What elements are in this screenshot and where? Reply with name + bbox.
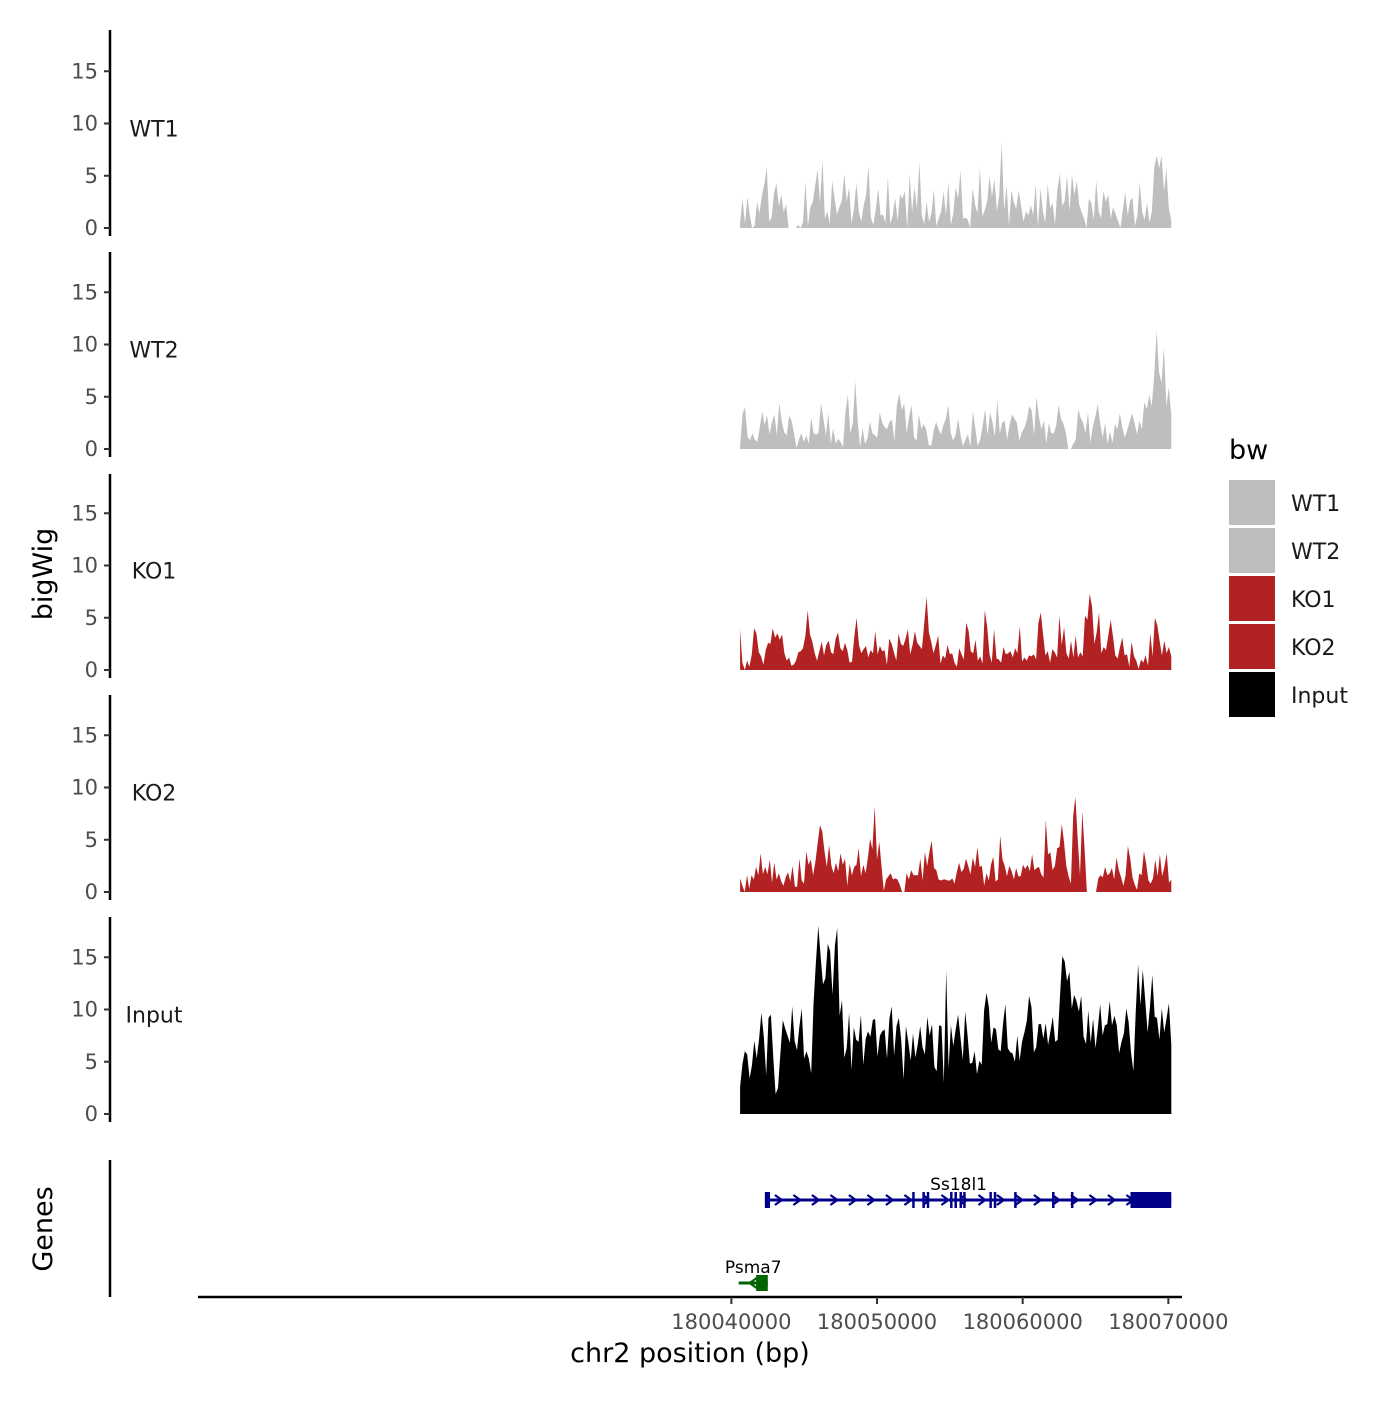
legend-swatch [1229, 576, 1275, 621]
signal-area-ko2 [740, 796, 1172, 892]
track-label-wt2: WT2 [129, 339, 178, 364]
track-label-wt1: WT1 [129, 118, 178, 143]
legend-label: WT2 [1291, 540, 1340, 565]
genes-axis-title: Genes [28, 1186, 59, 1271]
y-tick-label: 15 [71, 945, 98, 969]
strand-arrow [996, 1194, 1006, 1206]
strand-arrow [885, 1194, 895, 1206]
y-tick-label: 5 [85, 606, 98, 630]
x-tick-label: 180040000 [671, 1310, 791, 1334]
strand-arrow [1088, 1194, 1099, 1206]
y-tick-label: 5 [85, 1050, 98, 1074]
y-tick-label: 10 [71, 333, 98, 357]
legend-item-wt1: WT1 [1229, 480, 1340, 525]
strand-arrow [792, 1194, 803, 1206]
track-ko2: 0 5 10 15 KO2 [71, 695, 1172, 904]
y-tick-label: 0 [85, 1102, 98, 1126]
x-tick-label: 180060000 [963, 1310, 1083, 1334]
strand-arrow [829, 1194, 840, 1206]
x-tick-label: 180050000 [817, 1310, 937, 1334]
legend-swatch [1229, 624, 1275, 669]
y-tick-label: 10 [71, 554, 98, 578]
track-label-ko2: KO2 [132, 782, 177, 807]
gene-ss18l1: Ss18l1 [764, 1175, 1172, 1208]
strand-arrow [848, 1194, 858, 1206]
signal-area-ko1 [740, 593, 1172, 670]
track-ko1: 0 5 10 15 KO1 [71, 474, 1172, 682]
exon-block [764, 1192, 770, 1208]
y-tick-label: 10 [71, 112, 98, 136]
x-axis-title: chr2 position (bp) [570, 1338, 810, 1369]
track-input: 0 5 10 15 Input [71, 917, 1172, 1126]
y-tick-label: 15 [71, 59, 98, 83]
legend-swatch [1229, 528, 1275, 573]
strand-arrow [959, 1194, 969, 1206]
track-wt1: 0 5 10 15 WT1 [71, 30, 1172, 240]
y-tick-label: 15 [71, 501, 98, 525]
legend-title: bw [1229, 435, 1268, 466]
legend-item-wt2: WT2 [1229, 528, 1340, 573]
legend-swatch [1229, 672, 1275, 717]
strand-arrow [940, 1194, 951, 1206]
strand-arrow [747, 1277, 758, 1289]
y-tick-label: 0 [85, 437, 98, 461]
bigwig-tracks: 0 5 10 15 WT1 0 5 10 15 WT2 0 5 10 15 KO1 0 5 10 15 KO2 0 5 10… [71, 30, 1172, 1126]
signal-area-input [740, 925, 1172, 1114]
y-tick-label: 15 [71, 280, 98, 304]
y-tick-label: 0 [85, 880, 98, 904]
strand-arrow [1107, 1194, 1117, 1206]
legend-label: WT1 [1291, 492, 1340, 517]
track-label-input: Input [126, 1004, 183, 1029]
strand-arrow [1014, 1194, 1025, 1206]
y-tick-label: 10 [71, 776, 98, 800]
legend-item-input: Input [1229, 672, 1348, 717]
legend-label: KO2 [1291, 636, 1336, 661]
legend: bw WT1 WT2 KO1 KO2 Input [1229, 435, 1348, 717]
strand-arrow [811, 1194, 821, 1206]
gene-label-psma7: Psma7 [725, 1258, 782, 1278]
y-tick-label: 5 [85, 828, 98, 852]
x-tick-label: 180070000 [1108, 1310, 1228, 1334]
exon-block [1130, 1192, 1172, 1208]
gene-label-ss18l1: Ss18l1 [930, 1175, 987, 1195]
strand-arrow [774, 1194, 784, 1206]
legend-label: KO1 [1291, 588, 1336, 613]
y-tick-label: 15 [71, 723, 98, 747]
y-tick-label: 5 [85, 385, 98, 409]
y-tick-label: 5 [85, 164, 98, 188]
strand-arrow [903, 1194, 914, 1206]
legend-swatch [1229, 480, 1275, 525]
track-wt2: 0 5 10 15 WT2 [71, 252, 1172, 461]
signal-area-wt1 [740, 142, 1172, 228]
legend-item-ko2: KO2 [1229, 624, 1336, 669]
y-axis-title: bigWig [28, 528, 59, 621]
legend-label: Input [1291, 684, 1348, 709]
legend-item-ko1: KO1 [1229, 576, 1336, 621]
y-tick-label: 0 [85, 658, 98, 682]
strand-arrow [922, 1194, 932, 1206]
y-tick-label: 10 [71, 998, 98, 1022]
x-axis: 180040000 180050000 180060000 180070000 [198, 1295, 1228, 1334]
track-label-ko1: KO1 [132, 560, 177, 585]
exon-block [756, 1275, 768, 1291]
strand-arrow [866, 1194, 877, 1206]
strand-arrow [1051, 1194, 1062, 1206]
strand-arrow [1033, 1194, 1043, 1206]
gene-psma7: Psma7 [725, 1258, 782, 1291]
y-tick-label: 0 [85, 216, 98, 240]
strand-arrow [977, 1194, 988, 1206]
gene-track: Ss18l1 Psma7 [108, 1160, 1172, 1297]
signal-area-wt2 [740, 330, 1172, 449]
